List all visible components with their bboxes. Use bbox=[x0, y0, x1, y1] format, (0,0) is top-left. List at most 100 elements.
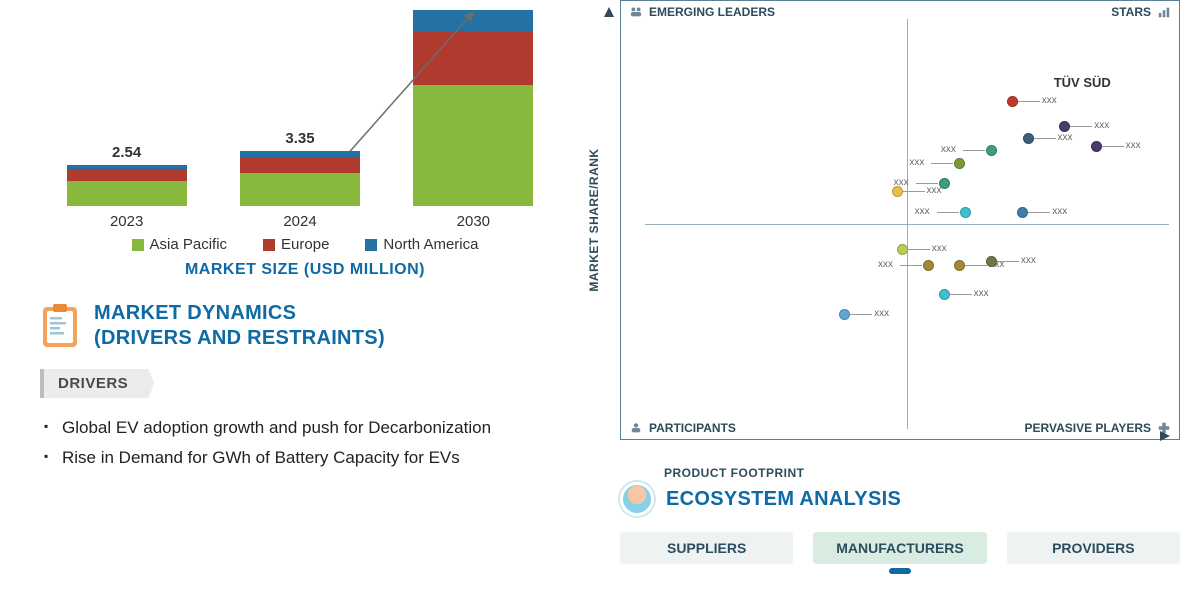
legend-swatch bbox=[365, 239, 377, 251]
quadrant-point-label: xxx bbox=[1042, 95, 1057, 106]
stars-icon bbox=[1157, 5, 1171, 19]
quadrant-point-label: xxx bbox=[1126, 140, 1141, 151]
chart-x-tick: 2024 bbox=[225, 213, 375, 230]
leader-line bbox=[1034, 138, 1056, 139]
bar-total-label: 2.54 bbox=[112, 144, 141, 161]
leader-line bbox=[997, 261, 1019, 262]
bar-segment bbox=[240, 157, 360, 172]
quadrant-point-label: xxx bbox=[909, 157, 924, 168]
bar-segment bbox=[67, 181, 187, 206]
ecosystem-tabs: SUPPLIERS MANUFACTURERS PROVIDERS bbox=[620, 532, 1180, 564]
quadrant-point-label: xxx bbox=[1021, 255, 1036, 266]
bar-segment bbox=[413, 10, 533, 31]
leader-line bbox=[931, 163, 953, 164]
drivers-chip: DRIVERS bbox=[40, 369, 154, 398]
quadrant-point-label: xxx bbox=[932, 243, 947, 254]
leader-line bbox=[950, 294, 972, 295]
driver-item: Global EV adoption growth and push for D… bbox=[44, 418, 570, 438]
leader-line bbox=[1018, 101, 1040, 102]
quadrant-point-label: xxx bbox=[874, 308, 889, 319]
chart-x-tick: 2030 bbox=[398, 213, 548, 230]
quadrant-point bbox=[897, 244, 908, 255]
quadrant-point bbox=[1023, 133, 1034, 144]
ecosystem-header: ECOSYSTEM ANALYSIS bbox=[620, 482, 1180, 516]
chart-bar-2023: 2.54 bbox=[52, 144, 202, 206]
bar-segment bbox=[413, 31, 533, 85]
leader-line bbox=[963, 150, 985, 151]
ecosystem-tab-manufacturers[interactable]: MANUFACTURERS bbox=[813, 532, 986, 564]
quadrant-point-label: xxx bbox=[974, 288, 989, 299]
leader-line bbox=[1070, 126, 1092, 127]
title-line-1: MARKET DYNAMICS bbox=[94, 302, 296, 324]
left-column: 2.543.35 202320242030 Asia PacificEurope… bbox=[0, 0, 600, 600]
leader-line bbox=[965, 265, 987, 266]
people-icon bbox=[629, 5, 643, 19]
bar-segment bbox=[67, 169, 187, 181]
quadrant-callout: TÜV SÜD bbox=[1054, 75, 1111, 90]
bar-segment bbox=[240, 173, 360, 206]
title-line-2: (DRIVERS AND RESTRAINTS) bbox=[94, 327, 385, 349]
legend-item: Europe bbox=[263, 236, 329, 253]
bar-segment bbox=[413, 85, 533, 206]
quadrant-point bbox=[960, 207, 971, 218]
quadrant-tl-label: EMERGING LEADERS bbox=[629, 5, 775, 19]
stacked-bar bbox=[413, 10, 533, 206]
quadrant-point-label: xxx bbox=[915, 206, 930, 217]
leader-line bbox=[900, 265, 922, 266]
quadrant-point bbox=[1059, 121, 1070, 132]
leader-line bbox=[937, 212, 959, 213]
leader-line bbox=[1028, 212, 1050, 213]
quadrant-point-label: xxx bbox=[1052, 206, 1067, 217]
quadrant-point-label: xxx bbox=[1058, 132, 1073, 143]
quadrant-point-label: xxx bbox=[927, 185, 942, 196]
legend-swatch bbox=[132, 239, 144, 251]
leader-line bbox=[903, 191, 925, 192]
quadrant-point bbox=[839, 309, 850, 320]
x-axis-arrow-icon bbox=[1160, 430, 1172, 442]
leader-line bbox=[916, 183, 938, 184]
quadrant-x-label-wrap: PRODUCT FOOTPRINT bbox=[664, 466, 1200, 480]
quadrant-point-label: xxx bbox=[941, 144, 956, 155]
competitive-quadrant: EMERGING LEADERS STARS PARTICIPANTS PERV… bbox=[620, 0, 1180, 440]
quadrant-point-label: xxx bbox=[1094, 120, 1109, 131]
legend-label: Asia Pacific bbox=[150, 236, 228, 253]
clipboard-icon bbox=[40, 303, 80, 349]
stacked-bar bbox=[240, 151, 360, 206]
quadrant-point-label: xxx bbox=[878, 259, 893, 270]
y-axis-arrow-icon bbox=[603, 7, 615, 19]
ecosystem-tab-suppliers[interactable]: SUPPLIERS bbox=[620, 532, 793, 564]
quadrant-point bbox=[1017, 207, 1028, 218]
chart-bar-2024: 3.35 bbox=[225, 130, 375, 206]
legend-label: North America bbox=[383, 236, 478, 253]
chart-bar-2030 bbox=[398, 10, 548, 206]
chart-legend: Asia Pacific Europe North America bbox=[40, 236, 570, 253]
quadrant-point bbox=[1007, 96, 1018, 107]
leader-line bbox=[908, 249, 930, 250]
participants-icon bbox=[629, 421, 643, 435]
leader-line bbox=[850, 314, 872, 315]
legend-swatch bbox=[263, 239, 275, 251]
quadrant-point bbox=[923, 260, 934, 271]
quadrant-point bbox=[986, 256, 997, 267]
quadrant-tr-label: STARS bbox=[1111, 5, 1171, 19]
quadrant-x-label: PRODUCT FOOTPRINT bbox=[664, 466, 805, 480]
market-dynamics-title: MARKET DYNAMICS (DRIVERS AND RESTRAINTS) bbox=[94, 301, 385, 351]
stacked-bar bbox=[67, 165, 187, 206]
market-dynamics-header: MARKET DYNAMICS (DRIVERS AND RESTRAINTS) bbox=[40, 301, 570, 351]
quadrant-point bbox=[954, 158, 965, 169]
ecosystem-tab-providers[interactable]: PROVIDERS bbox=[1007, 532, 1180, 564]
bar-total-label: 3.35 bbox=[285, 130, 314, 147]
driver-item: Rise in Demand for GWh of Battery Capaci… bbox=[44, 448, 570, 468]
quadrant-y-label: MARKET SHARE/RANK bbox=[587, 148, 601, 291]
legend-item: North America bbox=[365, 236, 478, 253]
quadrant-point bbox=[892, 186, 903, 197]
market-size-chart: 2.543.35 202320242030 bbox=[40, 10, 560, 230]
quadrant-midline-h bbox=[645, 224, 1169, 225]
avatar-icon bbox=[620, 482, 654, 516]
ecosystem-title: ECOSYSTEM ANALYSIS bbox=[666, 488, 901, 511]
right-column: EMERGING LEADERS STARS PARTICIPANTS PERV… bbox=[600, 0, 1200, 600]
quadrant-point bbox=[986, 145, 997, 156]
leader-line bbox=[1102, 146, 1124, 147]
legend-label: Europe bbox=[281, 236, 329, 253]
quadrant-point bbox=[954, 260, 965, 271]
